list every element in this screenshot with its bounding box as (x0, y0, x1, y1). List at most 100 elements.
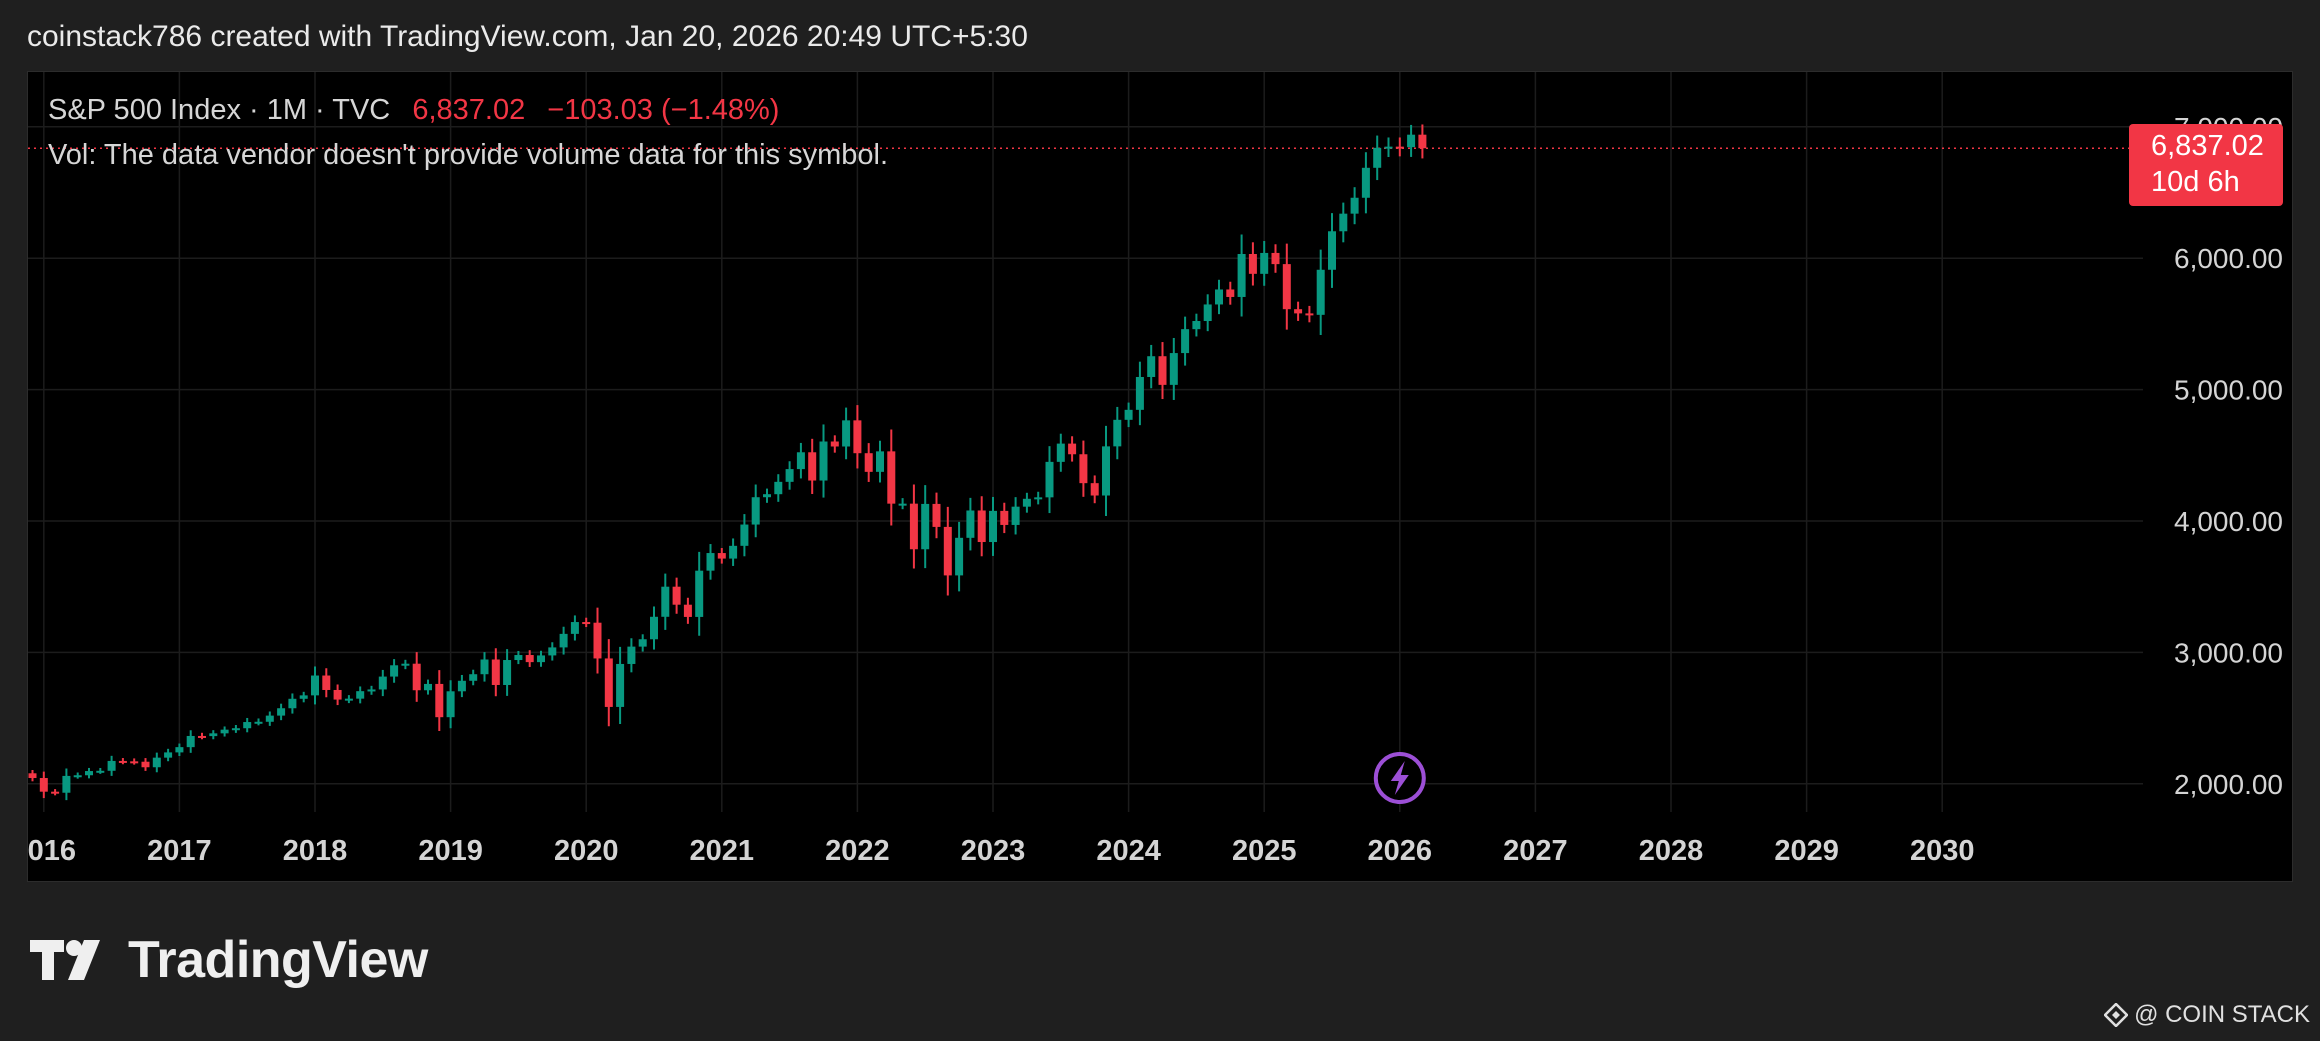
candle-body[interactable] (28, 773, 37, 779)
candle-body[interactable] (299, 695, 308, 699)
candle-body[interactable] (401, 663, 410, 666)
candle-body[interactable] (842, 420, 851, 447)
candle-body[interactable] (751, 497, 760, 525)
candle-body[interactable] (819, 441, 828, 481)
candle-body[interactable] (73, 775, 82, 778)
candle-body[interactable] (1339, 213, 1348, 232)
candlestick-chart[interactable]: 7,000.006,000.005,000.004,000.003,000.00… (28, 72, 2294, 883)
candle-body[interactable] (627, 646, 636, 664)
candle-body[interactable] (107, 760, 116, 771)
tradingview-logo[interactable]: TradingView (30, 930, 428, 990)
candle-body[interactable] (830, 441, 839, 447)
candle-body[interactable] (231, 728, 240, 731)
candle-body[interactable] (39, 778, 48, 792)
candle-body[interactable] (774, 481, 783, 495)
candle-body[interactable] (254, 721, 263, 724)
candle-body[interactable] (876, 451, 884, 472)
candle-body[interactable] (1124, 409, 1133, 420)
candle-body[interactable] (1271, 252, 1280, 265)
candle-body[interactable] (1147, 356, 1156, 377)
candle-body[interactable] (683, 604, 692, 617)
candle-body[interactable] (796, 452, 805, 470)
candle-body[interactable] (1395, 146, 1404, 149)
candle-body[interactable] (1316, 269, 1325, 315)
chart-pane[interactable]: 7,000.006,000.005,000.004,000.003,000.00… (27, 71, 2293, 882)
candle-body[interactable] (378, 676, 387, 690)
candle-body[interactable] (1328, 231, 1336, 270)
candle-body[interactable] (503, 660, 512, 685)
candle-body[interactable] (435, 683, 444, 718)
candle-body[interactable] (763, 494, 771, 498)
candle-body[interactable] (446, 691, 455, 718)
candle-body[interactable] (175, 747, 184, 753)
candle-body[interactable] (1407, 134, 1416, 148)
candle-body[interactable] (1384, 146, 1393, 149)
candle-body[interactable] (1305, 313, 1314, 316)
candle-body[interactable] (1294, 309, 1303, 314)
candle-body[interactable] (616, 663, 625, 707)
candle-body[interactable] (1102, 446, 1110, 496)
candle-body[interactable] (1045, 461, 1054, 498)
candle-body[interactable] (209, 733, 218, 737)
candle-body[interactable] (1135, 376, 1144, 410)
candle-body[interactable] (1079, 454, 1088, 484)
candle-body[interactable] (977, 510, 986, 543)
candle-body[interactable] (118, 760, 127, 763)
candle-body[interactable] (51, 791, 60, 794)
candle-body[interactable] (265, 715, 274, 722)
candle-body[interactable] (537, 655, 545, 663)
candle-body[interactable] (469, 674, 478, 681)
candle-body[interactable] (808, 452, 817, 481)
candle-body[interactable] (130, 761, 139, 764)
candle-body[interactable] (921, 503, 930, 550)
candle-body[interactable] (887, 451, 896, 504)
candle-body[interactable] (909, 503, 918, 550)
candle-body[interactable] (1226, 289, 1235, 297)
candle-body[interactable] (932, 503, 941, 527)
candle-body[interactable] (853, 420, 862, 454)
candle-body[interactable] (1113, 419, 1122, 447)
candle-body[interactable] (164, 752, 173, 758)
candle-body[interactable] (1158, 356, 1167, 385)
candle-body[interactable] (1203, 304, 1212, 322)
candle-body[interactable] (412, 663, 421, 691)
candle-body[interactable] (695, 570, 704, 617)
candle-body[interactable] (650, 616, 658, 640)
candle-body[interactable] (570, 622, 579, 634)
candle-body[interactable] (344, 698, 353, 701)
candle-body[interactable] (1248, 253, 1257, 274)
candle-body[interactable] (288, 698, 297, 709)
candle-body[interactable] (1373, 147, 1382, 168)
candle-body[interactable] (1011, 506, 1020, 525)
candle-body[interactable] (706, 553, 715, 571)
candle-body[interactable] (367, 689, 376, 692)
candle-body[interactable] (729, 545, 738, 559)
candle-body[interactable] (1068, 443, 1077, 455)
candle-body[interactable] (390, 665, 399, 677)
candle-body[interactable] (864, 453, 873, 472)
candle-body[interactable] (1361, 167, 1370, 198)
candle-body[interactable] (1350, 197, 1359, 214)
candle-body[interactable] (311, 675, 319, 696)
candle-body[interactable] (514, 655, 523, 661)
candle-body[interactable] (85, 771, 93, 776)
candle-body[interactable] (186, 735, 195, 748)
candle-body[interactable] (717, 553, 726, 559)
candle-body[interactable] (62, 775, 71, 793)
candle-body[interactable] (491, 659, 500, 685)
candle-body[interactable] (1000, 510, 1009, 525)
candle-body[interactable] (141, 761, 150, 768)
candle-body[interactable] (457, 680, 466, 692)
candle-body[interactable] (966, 510, 975, 538)
symbol-title[interactable]: S&P 500 Index · 1M · TVC (48, 94, 391, 126)
candle-body[interactable] (672, 586, 681, 605)
candle-body[interactable] (1282, 264, 1291, 310)
candle-body[interactable] (1192, 321, 1201, 330)
candle-body[interactable] (1418, 134, 1427, 149)
candle-body[interactable] (333, 689, 342, 700)
candle-body[interactable] (582, 622, 591, 625)
candle-body[interactable] (638, 639, 647, 647)
candle-body[interactable] (1022, 498, 1031, 507)
candle-body[interactable] (604, 658, 613, 707)
candle-body[interactable] (480, 659, 489, 675)
